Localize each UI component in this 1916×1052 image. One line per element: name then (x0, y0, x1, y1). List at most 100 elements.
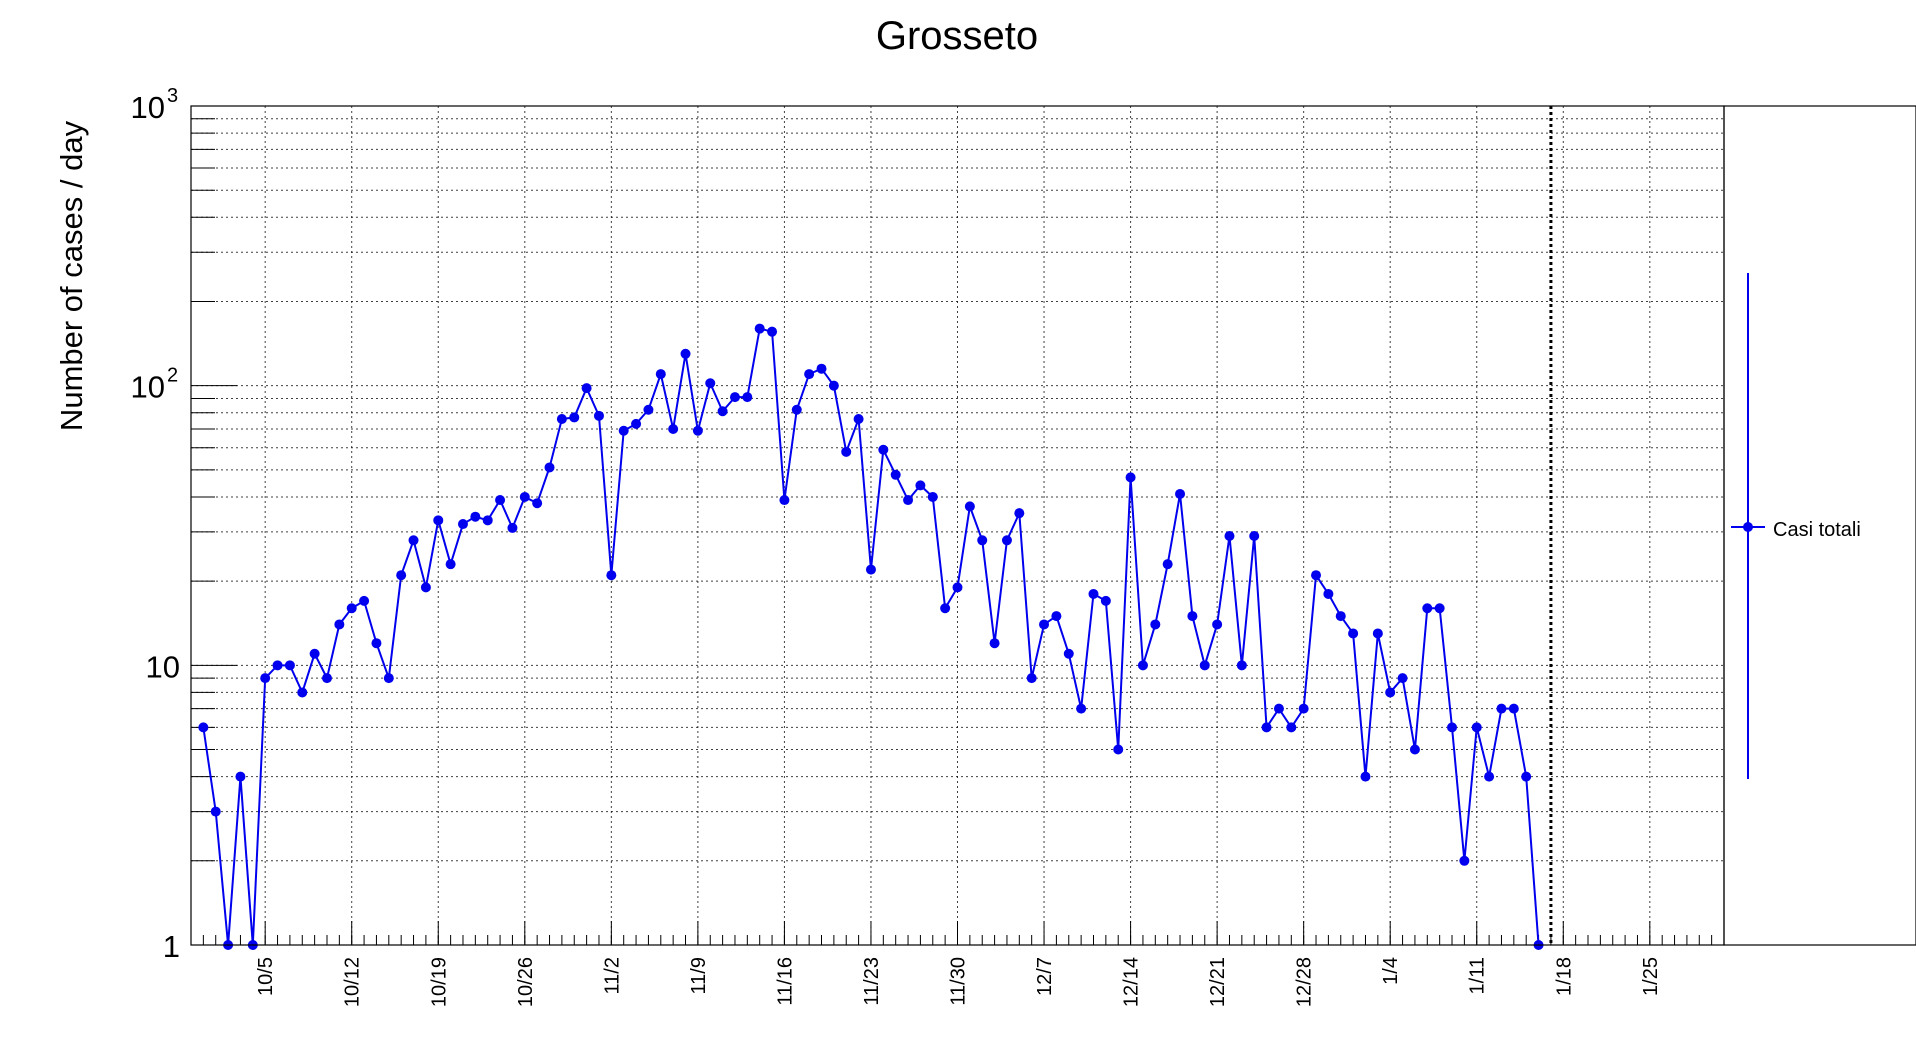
data-point (841, 446, 852, 457)
x-tick-label: 11/2 (601, 957, 623, 994)
data-point (272, 660, 283, 671)
x-tick-label: 10/19 (428, 957, 450, 1007)
data-point (754, 323, 765, 334)
data-point (260, 673, 271, 684)
data-point (235, 771, 246, 782)
y-tick-label-exponent: 3 (167, 85, 178, 107)
data-point (569, 412, 580, 423)
y-axis-label: Number of cases / day (54, 120, 89, 431)
data-point (1385, 687, 1396, 698)
data-point (309, 648, 320, 659)
data-point (1026, 673, 1037, 684)
data-point (1051, 611, 1062, 622)
data-point (618, 425, 629, 436)
data-point (371, 638, 382, 649)
data-point (1508, 703, 1519, 714)
data-point (408, 535, 419, 546)
data-point (1360, 771, 1371, 782)
data-point (1001, 535, 1012, 546)
data-point (1311, 570, 1322, 581)
data-point (1014, 508, 1025, 519)
data-point (1125, 472, 1136, 483)
data-point (816, 363, 827, 374)
data-point (606, 570, 617, 581)
data-point (1409, 744, 1420, 755)
legend-marker-point (1743, 522, 1753, 532)
x-tick-label: 1/11 (1467, 957, 1489, 994)
data-point (284, 660, 295, 671)
data-point (791, 404, 802, 415)
data-point (1187, 611, 1198, 622)
legend: Casi totali (1723, 105, 1916, 946)
data-point (544, 462, 555, 473)
data-point (1236, 660, 1247, 671)
data-point (1459, 855, 1470, 866)
data-point (853, 414, 864, 424)
data-point (1496, 703, 1507, 714)
data-point (1063, 648, 1074, 659)
data-point (507, 522, 518, 533)
x-tick-label: 12/7 (1034, 957, 1056, 996)
data-point (779, 495, 790, 506)
x-tick-labels: 10/5 10/12 10/19 10/26 11/2 11/9 11/16 11/23 11/… (255, 957, 1662, 1007)
x-tick-label: 10/26 (515, 957, 537, 1007)
y-tick-label-exponent: 2 (167, 365, 178, 387)
data-point (210, 806, 221, 817)
data-point (828, 380, 839, 391)
data-point (1447, 722, 1458, 733)
data-point (952, 582, 963, 593)
data-point (729, 392, 740, 403)
data-point (1199, 660, 1210, 671)
data-point (581, 383, 592, 394)
data-point (903, 495, 914, 506)
data-point (321, 673, 332, 684)
data-point (1521, 771, 1532, 782)
data-point (1372, 628, 1383, 639)
data-point (964, 501, 975, 512)
grid-lines (191, 106, 1724, 945)
data-point (1323, 588, 1334, 599)
data-point (705, 378, 716, 389)
data-point (1100, 595, 1111, 606)
data-point (1298, 703, 1309, 714)
data-point (804, 369, 815, 380)
data-point (445, 559, 456, 570)
x-tick-label: 11/9 (688, 957, 710, 994)
data-point (383, 673, 394, 684)
data-point (940, 603, 951, 614)
data-point (1397, 673, 1408, 684)
data-point (1286, 722, 1297, 733)
data-point (680, 348, 691, 359)
data-point (631, 418, 642, 429)
data-point (457, 519, 468, 530)
data-point (433, 515, 444, 526)
data-point (495, 495, 506, 506)
data-point (556, 414, 567, 424)
x-tick-label: 10/5 (255, 957, 277, 996)
data-point (482, 515, 493, 526)
data-point (890, 469, 901, 480)
x-tick-label: 12/21 (1207, 957, 1229, 1007)
data-point (1261, 722, 1272, 733)
data-point (593, 410, 604, 421)
chart-title: Grosseto (876, 14, 1038, 58)
data-point (1175, 488, 1186, 499)
data-point (1224, 531, 1235, 542)
plot-area (198, 106, 1553, 950)
data-point (1348, 628, 1359, 639)
data-point (655, 369, 666, 380)
data-point (396, 570, 407, 581)
data-point (420, 582, 431, 593)
data-point (878, 444, 889, 455)
legend-box (1723, 105, 1916, 946)
data-point (1212, 619, 1223, 630)
x-tick-label: 12/14 (1121, 957, 1143, 1007)
y-tick-label: 10 (131, 90, 165, 125)
data-point (1434, 603, 1445, 614)
x-tick-label: 10/12 (342, 957, 364, 1007)
y-tick-label: 10 (131, 370, 165, 405)
x-tick-label: 11/16 (774, 957, 796, 1006)
legend-label-casi-totali: Casi totali (1773, 519, 1861, 541)
data-point (1249, 531, 1260, 542)
